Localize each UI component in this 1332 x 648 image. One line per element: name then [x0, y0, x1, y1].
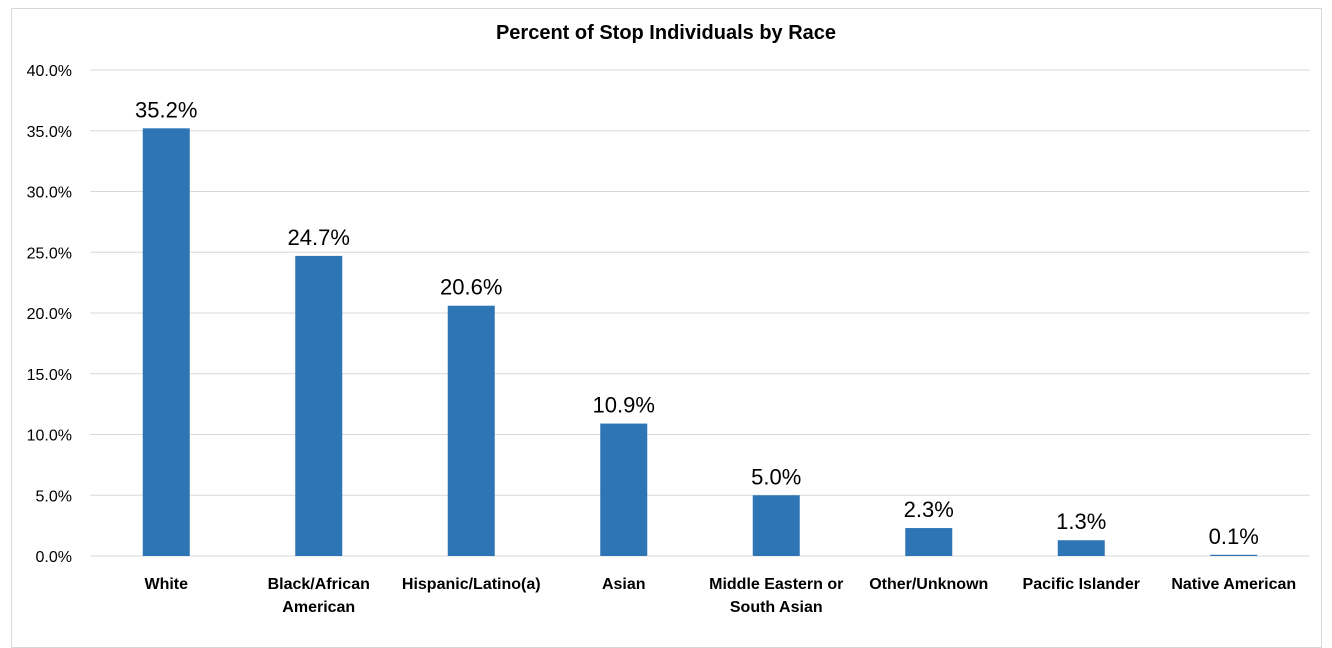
x-category-label: Black/African: [268, 576, 370, 593]
bar: [1057, 540, 1105, 556]
y-tick-label: 30.0%: [27, 185, 72, 202]
x-category-label: White: [144, 576, 188, 593]
x-category-label: Hispanic/Latino(a): [402, 576, 541, 593]
bar: [142, 128, 190, 556]
y-tick-label: 20.0%: [27, 306, 72, 323]
y-tick-label: 15.0%: [27, 367, 72, 384]
x-category-label: South Asian: [730, 599, 823, 616]
data-label: 2.3%: [904, 497, 954, 522]
bar: [295, 255, 343, 556]
x-category-label: American: [282, 599, 355, 616]
x-category-label: Middle Eastern or: [709, 576, 843, 593]
bar: [600, 423, 648, 556]
data-label: 1.3%: [1056, 509, 1106, 534]
bar-chart: 0.0% 5.0% 10.0% 15.0% 20.0% 25.0% 30.0% 35.0% 40…: [27, 63, 1310, 616]
y-tick-label: 5.0%: [36, 488, 72, 505]
chart-title: Percent of Stop Individuals by Race: [495, 22, 837, 44]
y-tick-label: 40.0%: [27, 63, 72, 80]
data-label: 5.0%: [751, 464, 801, 489]
x-category-label: Native American: [1171, 576, 1296, 593]
bar: [447, 305, 495, 556]
y-tick-label: 0.0%: [36, 549, 72, 566]
bar: [752, 495, 800, 556]
data-label: 35.2%: [135, 97, 197, 122]
data-label: 20.6%: [440, 275, 502, 300]
data-label: 10.9%: [593, 393, 655, 418]
bar: [1210, 554, 1258, 556]
y-tick-label: 25.0%: [27, 245, 72, 262]
y-tick-label: 10.0%: [27, 428, 72, 445]
data-label: 24.7%: [288, 225, 350, 250]
x-category-label: Pacific Islander: [1023, 576, 1140, 593]
y-tick-label: 35.0%: [27, 124, 72, 141]
x-category-label: Other/Unknown: [869, 576, 988, 593]
data-label: 0.1%: [1209, 524, 1259, 549]
x-category-label: Asian: [602, 576, 646, 593]
bar: [905, 528, 953, 556]
